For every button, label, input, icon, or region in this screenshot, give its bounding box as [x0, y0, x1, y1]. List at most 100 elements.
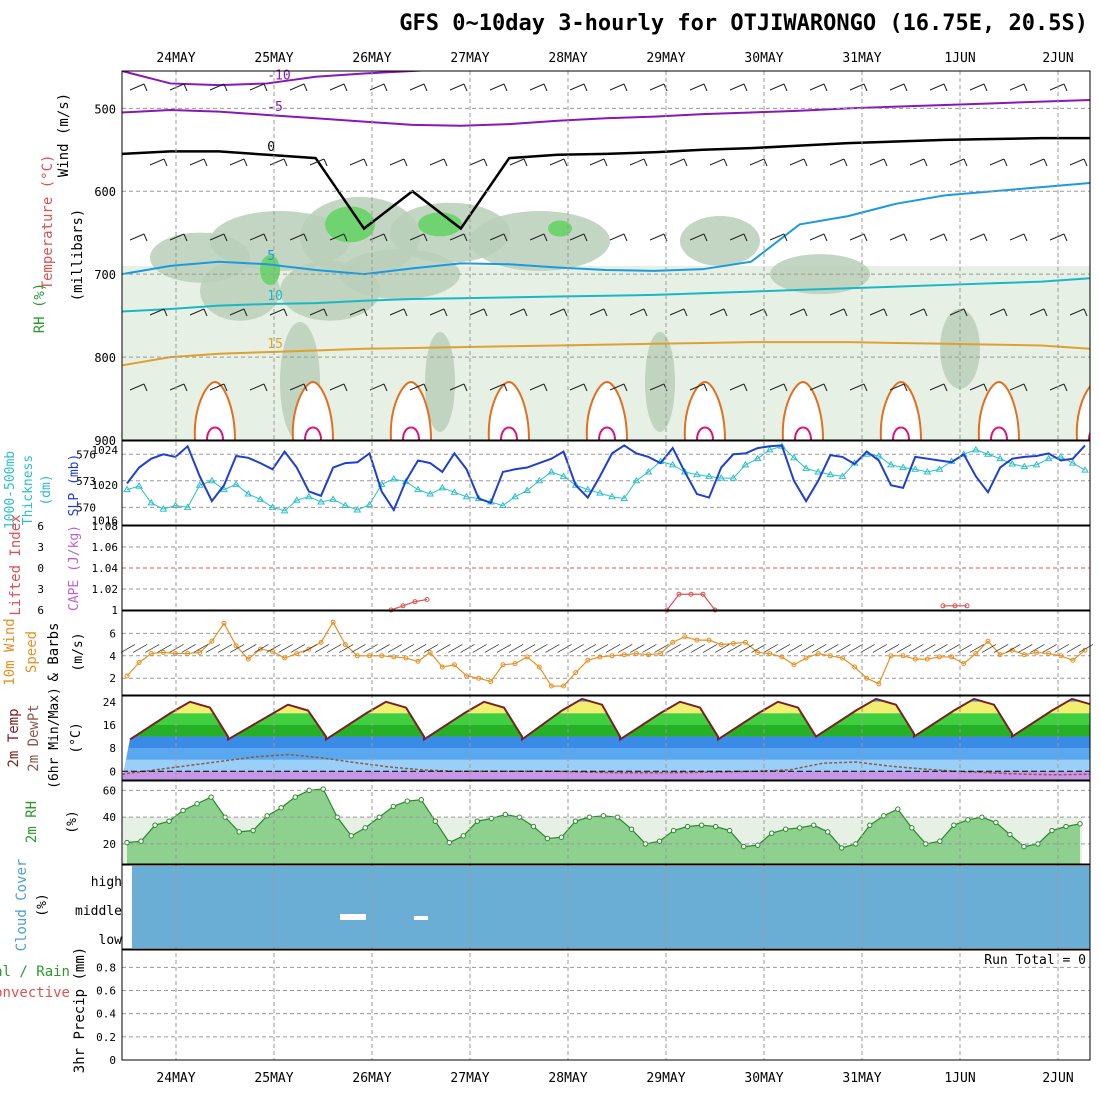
wind-barb [209, 83, 225, 91]
thickness-marker [365, 500, 374, 508]
chart-title: GFS 0~10day 3-hourly for OTJIWARONGO (16… [399, 11, 1088, 36]
rh-marker [446, 839, 453, 846]
wind-barb-flag [983, 383, 988, 392]
axis-label: 10m Wind [2, 618, 18, 685]
wind-barb [509, 308, 525, 316]
wind-barb [1049, 83, 1065, 91]
thickness-marker [220, 485, 228, 493]
wind-barb-flag [943, 83, 948, 92]
axis-label: CAPE (J/kg) [67, 525, 82, 611]
wind-barb-flag [923, 308, 928, 317]
thickness-marker [389, 475, 398, 482]
rh-marker [909, 825, 915, 831]
wind-barb-flag [903, 233, 908, 242]
thickness-marker [693, 470, 701, 478]
wind-barb-flag [503, 383, 508, 392]
wind-barb [709, 158, 725, 166]
rh-tick: 60 [103, 784, 116, 797]
rh-marker [951, 822, 957, 828]
wind-barb-10m [751, 644, 766, 653]
wind-barb-flag [743, 233, 748, 242]
rh-marker [670, 827, 677, 834]
wind-barb-10m [472, 644, 487, 653]
cape-marker [964, 603, 970, 609]
run-total: Run Total = 0 [984, 953, 1086, 968]
slp-tick: 1016 [92, 515, 119, 528]
warm-cell [487, 380, 530, 440]
wind-marker [888, 653, 894, 659]
wind-marker [730, 640, 736, 646]
wind-marker [330, 619, 336, 625]
wind-marker [1021, 652, 1027, 658]
wind-barb-flag [703, 233, 708, 242]
wind-barb [669, 158, 685, 166]
wind-barb-10m [630, 644, 645, 653]
wind-barb-flag [1003, 158, 1008, 167]
wind10-panel: 2 4 6 [109, 619, 1094, 689]
rh-marker [600, 813, 607, 819]
wind-barb [189, 158, 205, 166]
wind-barb-flag [723, 158, 728, 167]
warm-cell [683, 380, 726, 440]
wind-barb [969, 383, 985, 391]
thickness-marker [741, 460, 750, 468]
wind-barb-10m [375, 644, 390, 653]
thickness-marker [996, 454, 1004, 462]
wind-barb [709, 308, 725, 316]
thickness-marker [438, 483, 447, 491]
panel-frame [121, 440, 1091, 526]
wind-marker [924, 656, 930, 662]
wind-barb-flag [943, 233, 948, 242]
wind-barb-flag [543, 383, 548, 392]
wind-barb-flag [623, 383, 628, 392]
wind-barb-10m [436, 644, 451, 653]
wind-barb-10m [848, 644, 863, 653]
wind-barb [249, 233, 265, 241]
wind-barb [189, 308, 205, 316]
wind-barb [809, 383, 825, 391]
date-label-bottom: 1JUN [944, 1071, 975, 1086]
temp-tick: 0 [109, 765, 116, 778]
wind-marker [342, 642, 348, 648]
isotherm-10 [122, 277, 1090, 313]
wind-barb-10m [1066, 644, 1082, 653]
wind-barb-flag [743, 83, 748, 92]
wind-barb-flag [603, 308, 608, 317]
wind-barb-flag [483, 308, 488, 317]
wind-marker [464, 673, 470, 679]
thickness-marker [971, 445, 980, 453]
wind-barb [649, 383, 665, 391]
wind-barb [149, 158, 165, 166]
thickness-marker [280, 506, 289, 514]
date-label-bottom: 27MAY [450, 1071, 489, 1086]
rh-blob [340, 249, 460, 300]
wind-barb [449, 83, 465, 91]
rh-clip [122, 786, 1083, 864]
rh-marker [811, 822, 817, 828]
wind-barb-10m [351, 644, 366, 653]
wind-barb-flag [883, 158, 888, 167]
wind-barb-flag [683, 308, 688, 317]
axis-label: 2m Temp [6, 708, 22, 767]
wind-barb [669, 308, 685, 316]
rh-blob [940, 308, 980, 389]
wind-marker [985, 638, 991, 644]
wind-barb-flag [903, 83, 908, 92]
axis-label: (°C) [69, 722, 84, 753]
wind-barb-flag [703, 83, 708, 92]
wind-barb-flag [423, 83, 428, 92]
date-label-top: 26MAY [352, 51, 391, 66]
wind-barb [249, 383, 265, 391]
rh-marker [250, 827, 256, 834]
wind-marker [961, 661, 967, 667]
wind-marker [500, 662, 506, 668]
wind-barb-flag [163, 308, 168, 317]
wind-marker [233, 643, 239, 649]
rh-marker [965, 817, 971, 823]
wind-barb [569, 383, 585, 391]
rh-marker [278, 805, 284, 811]
rh-marker [1007, 831, 1013, 838]
rh-marker [867, 822, 873, 828]
thickness-marker [1081, 466, 1089, 473]
thickness-marker [402, 477, 410, 485]
